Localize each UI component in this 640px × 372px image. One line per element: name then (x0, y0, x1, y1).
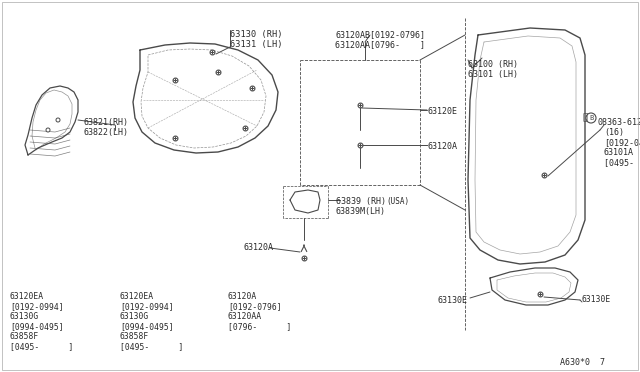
Text: 63821(RH): 63821(RH) (84, 118, 129, 127)
Text: 63130G: 63130G (120, 312, 149, 321)
Text: 63120AA: 63120AA (228, 312, 262, 321)
Text: [0495-      ]: [0495- ] (120, 342, 184, 351)
Circle shape (56, 118, 60, 122)
Text: [0192-0994]: [0192-0994] (120, 302, 173, 311)
Text: [0994-0495]: [0994-0495] (120, 322, 173, 331)
Text: (16): (16) (604, 128, 624, 137)
Text: 63100 (RH): 63100 (RH) (468, 60, 518, 69)
Text: 08363-6122C: 08363-6122C (598, 118, 640, 127)
Text: 63120EA: 63120EA (10, 292, 44, 301)
Text: [0796-      ]: [0796- ] (228, 322, 291, 331)
Text: [0192-0495]: [0192-0495] (604, 138, 640, 147)
Text: 63839M(LH): 63839M(LH) (336, 207, 386, 216)
Text: 63120A: 63120A (243, 243, 273, 252)
Text: A630*0  7: A630*0 7 (560, 358, 605, 367)
Text: 63858F: 63858F (10, 332, 39, 341)
Text: 63120AA[0796-    ]: 63120AA[0796- ] (335, 40, 425, 49)
Text: [0192-0994]: [0192-0994] (10, 302, 63, 311)
Text: 63131 (LH): 63131 (LH) (230, 40, 282, 49)
Text: 63120AB[0192-0796]: 63120AB[0192-0796] (335, 30, 425, 39)
Text: [0192-0796]: [0192-0796] (228, 302, 282, 311)
Text: 63858F: 63858F (120, 332, 149, 341)
Text: [0495-      ]: [0495- ] (10, 342, 74, 351)
Text: 63101 (LH): 63101 (LH) (468, 70, 518, 79)
Text: 63120EA: 63120EA (120, 292, 154, 301)
Text: 63120E: 63120E (428, 107, 458, 116)
Text: 63130E: 63130E (437, 296, 467, 305)
Text: [0994-0495]: [0994-0495] (10, 322, 63, 331)
Text: 63120A: 63120A (428, 142, 458, 151)
Text: 63130E: 63130E (582, 295, 611, 304)
Circle shape (46, 128, 50, 132)
Text: 63130 (RH): 63130 (RH) (230, 30, 282, 39)
Text: 63839 (RH): 63839 (RH) (336, 197, 386, 206)
Text: 63120A: 63120A (228, 292, 257, 301)
Text: Ⓑ: Ⓑ (582, 113, 588, 122)
Text: 63822(LH): 63822(LH) (84, 128, 129, 137)
Text: 63101A: 63101A (604, 148, 634, 157)
Text: B: B (589, 115, 593, 121)
Text: (USA): (USA) (386, 197, 409, 206)
Text: [0495-    ]: [0495- ] (604, 158, 640, 167)
Text: 63130G: 63130G (10, 312, 39, 321)
